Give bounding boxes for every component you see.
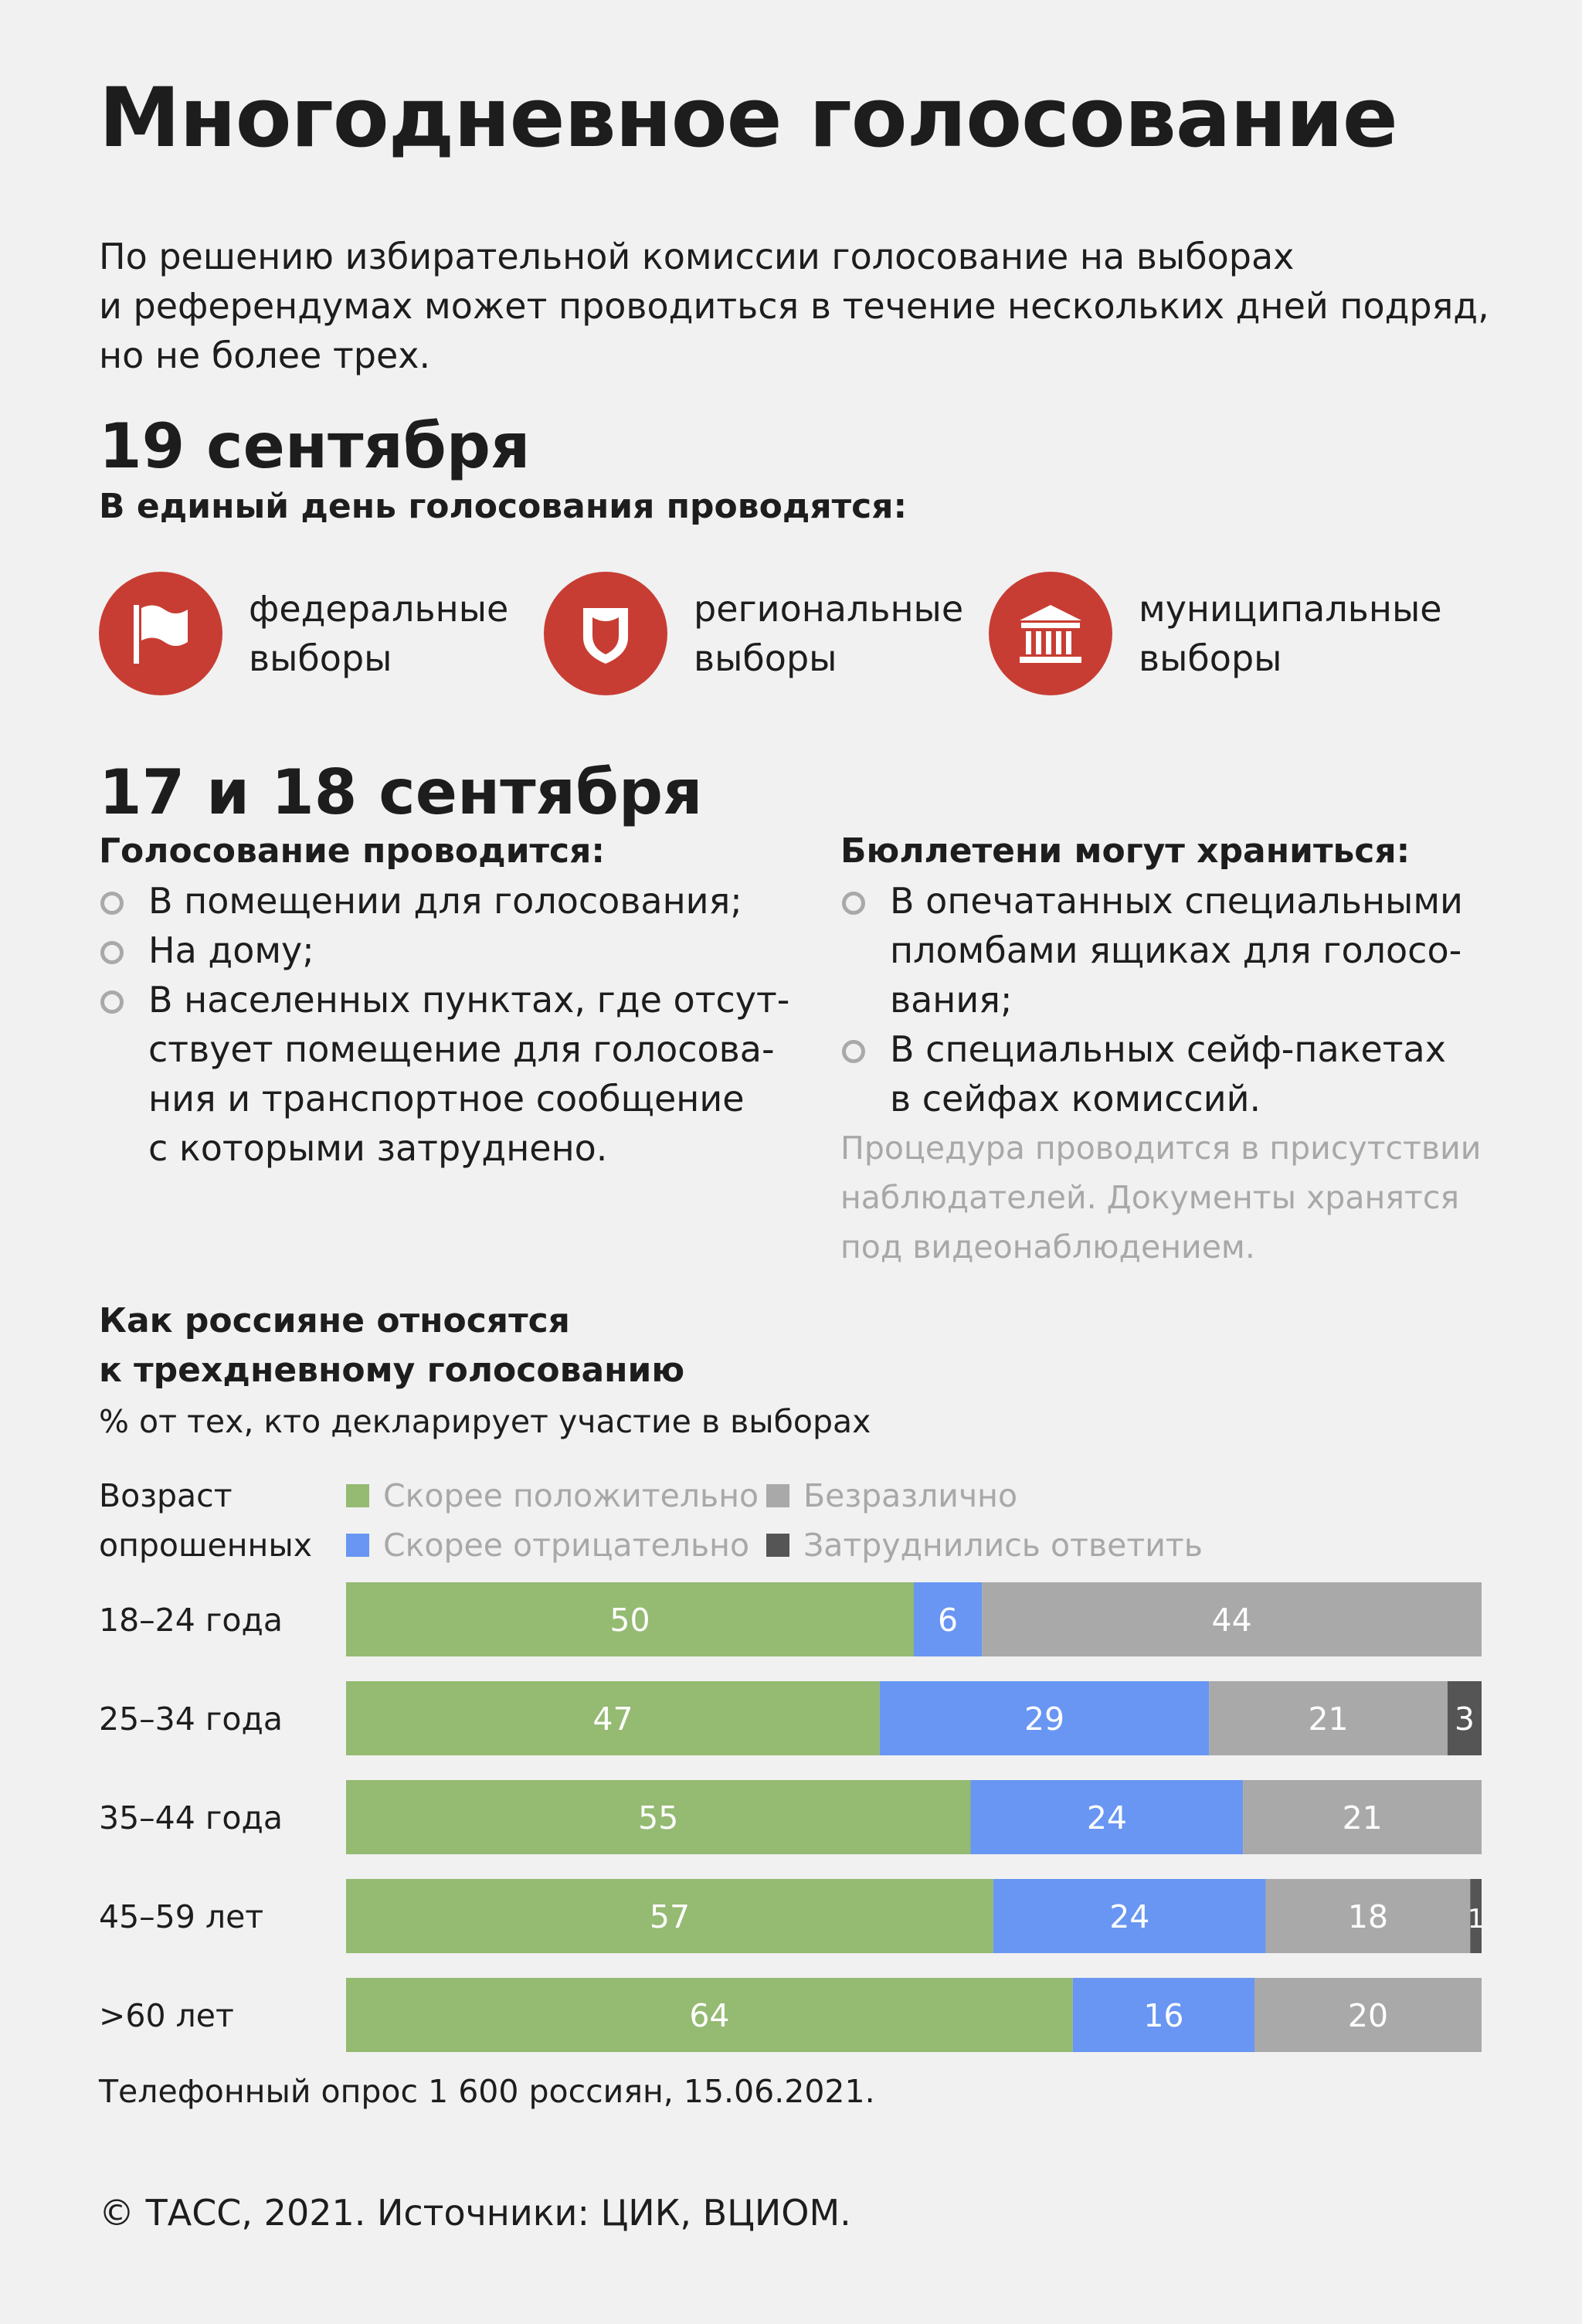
legend-item-negative: Скорее отрицательно [346,1520,749,1570]
bar-segment [1072,1978,1254,2052]
building-icon [989,572,1112,695]
intro-line: По решению избирательной комиссии голосо… [99,236,1295,277]
category-label: 45–59 лет [99,1898,263,1935]
bar-value-label: 21 [1343,1799,1383,1836]
intro-line: но не более трех. [99,335,431,376]
voting-heading: Голосование проводится: [99,831,605,871]
bar-segment [1209,1681,1448,1755]
bar-value-label: 3 [1455,1701,1475,1738]
list-item: В опечатанных специальными пломбами ящик… [840,876,1481,1024]
bar-segment [879,1681,1210,1755]
bar-segment [346,1978,1073,2052]
category-label: 18–24 года [99,1602,283,1639]
regional-elections: региональные выборы [544,572,963,695]
bar-segment [914,1582,983,1656]
category-label: >60 лет [99,1997,234,2034]
bar-segment [346,1879,993,1953]
bar-value-label: 18 [1348,1898,1388,1935]
bar-value-label: 44 [1212,1602,1252,1639]
bar-value-label: 29 [1024,1701,1064,1738]
storage-heading: Бюллетени могут храниться: [840,831,1411,871]
storage-column: Бюллетени могут храниться: В опечатанных… [840,827,1481,1272]
list-item: На дому; [99,926,789,975]
intro-text: По решению избирательной комиссии голосо… [99,232,1505,380]
bar-segment [982,1582,1482,1656]
bar-segment [1470,1879,1482,1953]
bar-value-label: 50 [609,1602,650,1639]
category-label: 35–44 года [99,1799,283,1836]
storage-list: В опечатанных специальными пломбами ящик… [840,876,1481,1123]
bar-value-label: 16 [1143,1997,1183,2034]
page-title: Многодневное голосование [99,70,1398,165]
source-credit: © ТАСС, 2021. Источники: ЦИК, ВЦИОМ. [99,2192,851,2234]
federal-elections: федеральные выборы [99,572,508,695]
shield-icon [544,572,667,695]
intro-line: и референдумах может проводиться в течен… [99,285,1489,327]
bar-segment [1447,1681,1482,1755]
legend-swatch [346,1484,369,1507]
flag-icon [99,572,222,695]
bar-value-label: 24 [1087,1799,1127,1836]
legend-swatch [346,1534,369,1557]
date-19-september: 19 сентября [99,410,531,482]
bar-segment [1243,1780,1482,1854]
bar-segment [346,1582,914,1656]
stacked-bar-chart: 18–24 года 50 6 44 25–34 года 47 29 21 3 35–44 го… [99,1582,1485,2052]
legend-item-undecided: Затруднились ответить [766,1520,1203,1570]
date-17-18-september: 17 и 18 сентября [99,756,703,828]
bar-segment [993,1879,1266,1953]
bar-value-label: 20 [1348,1997,1388,2034]
federal-elections-label: федеральные выборы [249,588,509,679]
legend-item-positive: Скорее положительно [346,1471,759,1520]
bar-segment [1265,1879,1471,1953]
bar-segment [970,1780,1244,1854]
bar-segment [346,1681,880,1755]
municipal-elections-label: муниципальные выборы [1139,588,1442,679]
survey-footnote: Телефонный опрос 1 600 россиян, 15.06.20… [99,2073,875,2110]
bar-segment [1254,1978,1482,2052]
bar-value-label: 57 [650,1898,690,1935]
bar-value-label: 1 [1468,1904,1485,1935]
legend-swatch [766,1534,789,1557]
chart-subtitle: % от тех, кто декларирует участие в выбо… [99,1403,871,1440]
list-item: В населенных пунктах, где отсут- ствует … [99,975,789,1173]
storage-note: Процедура проводится в присутствии наблю… [840,1130,1482,1266]
voting-column: Голосование проводится: В помещении для … [99,827,789,1173]
regional-elections-label: региональные выборы [694,588,964,679]
bar-value-label: 47 [592,1701,633,1738]
chart-title: Как россияне относятся к трехдневному го… [99,1301,685,1390]
bar-segment [346,1780,971,1854]
list-item: В помещении для голосования; [99,876,789,926]
day19-subtitle: В единый день голосования проводятся: [99,487,908,526]
municipal-elections: муниципальные выборы [989,572,1442,695]
list-item: В специальных сейф-пакетах в сейфах коми… [840,1024,1481,1123]
legend-swatch [766,1484,789,1507]
bar-value-label: 64 [689,1997,729,2034]
bar-value-label: 55 [638,1799,678,1836]
bar-value-label: 21 [1308,1701,1348,1738]
bar-value-label: 6 [938,1602,958,1639]
bar-value-label: 24 [1109,1898,1149,1935]
category-label: 25–34 года [99,1701,283,1738]
voting-list: В помещении для голосования; На дому; В … [99,876,789,1173]
legend-item-indifferent: Безразлично [766,1471,1017,1520]
category-axis-label: Возраст опрошенных [99,1477,312,1564]
